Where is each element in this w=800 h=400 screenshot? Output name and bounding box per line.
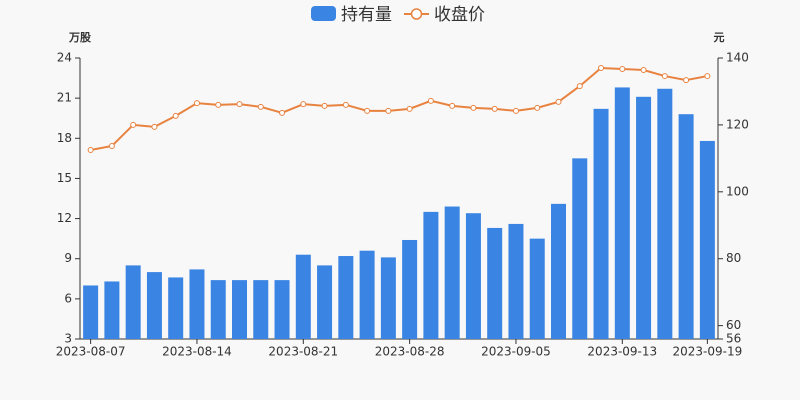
bar (83, 285, 99, 339)
bar (402, 239, 418, 339)
x-tick-label: 2023-08-21 (268, 345, 338, 359)
bar (189, 269, 205, 339)
bar (380, 257, 396, 339)
x-tick-label: 2023-09-19 (672, 345, 742, 359)
bar (146, 272, 162, 339)
y2-tick-label: 120 (726, 117, 749, 131)
point (385, 107, 392, 114)
point (555, 98, 562, 105)
bar (104, 281, 120, 339)
bar (232, 280, 247, 339)
y2-tick-label: 140 (726, 51, 749, 65)
y-tick-label: 24 (57, 51, 72, 65)
y2-tick-label: 60 (726, 318, 741, 332)
bar (125, 265, 141, 339)
bar (657, 88, 673, 340)
x-tick-label: 2023-08-14 (162, 345, 232, 359)
point (406, 105, 413, 112)
bar (295, 254, 311, 339)
point (470, 104, 477, 111)
point (279, 109, 286, 116)
bar (359, 250, 375, 339)
legend-label: 收盘价 (434, 5, 485, 25)
point (215, 101, 222, 108)
bar (678, 114, 694, 339)
y2-tick-label: 80 (726, 251, 741, 265)
y-tick-label: 15 (57, 171, 72, 185)
point (598, 65, 605, 72)
y2-axis-label: 元 (714, 31, 725, 44)
point (619, 66, 626, 73)
y2-tick-label: 100 (726, 184, 749, 198)
bar (444, 206, 460, 339)
x-tick-label: 2023-08-28 (375, 345, 445, 359)
bar (338, 256, 354, 339)
point (491, 105, 498, 112)
bar (168, 277, 184, 339)
y-tick-label: 21 (57, 91, 72, 105)
point (704, 73, 711, 80)
y-tick-label: 12 (57, 211, 72, 225)
y-tick-label: 9 (64, 251, 72, 265)
y-tick-label: 6 (64, 291, 72, 305)
bar (699, 140, 715, 339)
line (90, 67, 708, 151)
bar (465, 213, 481, 339)
bar (508, 223, 524, 339)
bar (529, 238, 545, 339)
point (534, 104, 541, 111)
y-tick-label: 3 (64, 332, 72, 346)
point (87, 146, 94, 153)
point (236, 101, 243, 108)
bar (572, 158, 588, 339)
point (512, 107, 519, 114)
bar (614, 87, 630, 339)
x-tick-label: 2023-09-13 (587, 345, 657, 359)
legend-swatch (311, 6, 336, 21)
point (300, 101, 307, 108)
point (130, 121, 137, 128)
x-tick-label: 2023-08-07 (56, 345, 126, 359)
y2-tick-label: 56 (726, 332, 741, 346)
legend-swatch (410, 8, 423, 20)
bar (593, 108, 609, 339)
bar (487, 227, 503, 339)
point (364, 107, 371, 114)
legend-label: 持有量 (341, 5, 392, 25)
point (661, 73, 668, 80)
y-tick-label: 18 (57, 131, 72, 145)
point (427, 97, 434, 104)
bar (551, 203, 566, 339)
bar (253, 280, 269, 339)
bar (274, 280, 290, 339)
point (193, 100, 200, 107)
point (640, 67, 647, 74)
x-tick-label: 2023-09-05 (481, 345, 551, 359)
bar (423, 211, 439, 339)
point (151, 123, 158, 130)
point (683, 77, 690, 84)
point (108, 142, 115, 149)
bar (317, 265, 333, 339)
point (172, 112, 179, 119)
point (449, 102, 456, 109)
y-axis-label: 万股 (68, 31, 92, 44)
bar (210, 280, 226, 339)
bar (636, 96, 652, 339)
point (342, 101, 349, 108)
point (576, 83, 583, 90)
point (321, 102, 328, 109)
point (257, 103, 264, 110)
